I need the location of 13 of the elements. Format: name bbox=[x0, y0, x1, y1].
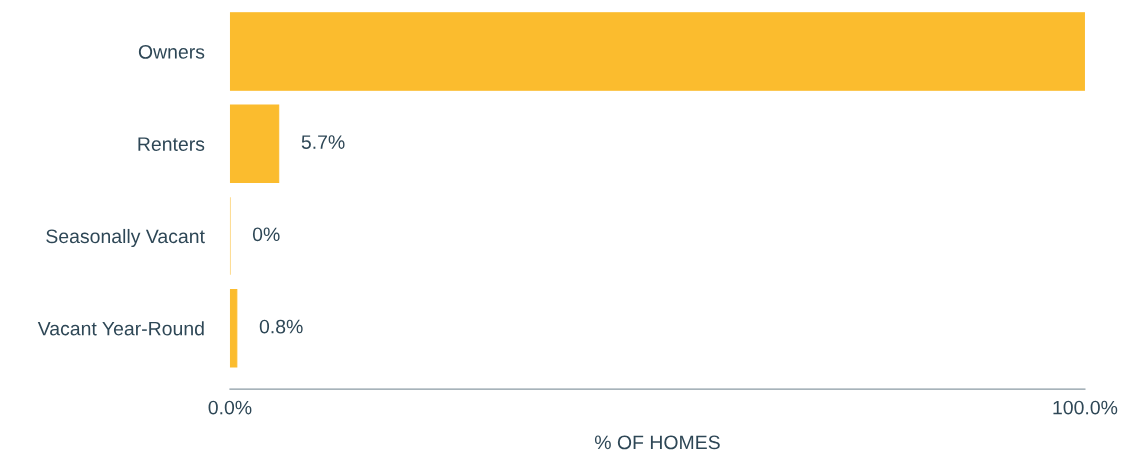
y-tick-label: Owners bbox=[138, 44, 205, 59]
x-axis-title: % OF HOMES bbox=[594, 435, 720, 450]
data-label: 5.7% bbox=[301, 135, 345, 149]
x-tick-label: 100.0% bbox=[1053, 400, 1118, 415]
bar bbox=[229, 12, 1085, 91]
data-label: 0% bbox=[252, 227, 280, 242]
y-tick-label: Renters bbox=[138, 137, 205, 151]
data-label: 0.8% bbox=[259, 319, 303, 334]
y-tick-label: Seasonally Vacant bbox=[46, 228, 205, 248]
x-tick-label: 0.0% bbox=[208, 400, 252, 415]
bar bbox=[229, 288, 238, 368]
y-tick-label: Vacant Year-Round bbox=[37, 321, 204, 336]
bar bbox=[229, 104, 280, 184]
